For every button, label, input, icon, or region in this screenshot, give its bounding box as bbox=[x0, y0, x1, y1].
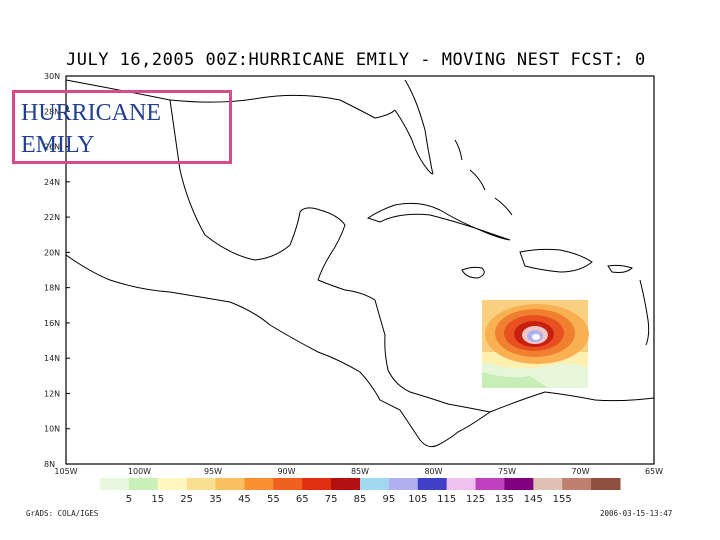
colorbar-swatch bbox=[244, 478, 274, 490]
colorbar-label: 135 bbox=[495, 494, 514, 505]
colorbar-label: 45 bbox=[238, 494, 251, 505]
colorbar-swatch bbox=[157, 478, 188, 490]
lat-tick-label: 26N bbox=[44, 143, 60, 152]
colorbar-label: 85 bbox=[354, 494, 367, 505]
colorbar-swatch bbox=[186, 478, 217, 490]
lat-tick-label: 24N bbox=[44, 178, 60, 187]
colorbar-label: 95 bbox=[383, 494, 396, 505]
colorbar-swatch bbox=[100, 478, 130, 490]
colorbar-swatch bbox=[562, 478, 592, 490]
footer-left: GrADS: COLA/IGES bbox=[26, 509, 99, 518]
lon-tick-label: 85W bbox=[351, 467, 369, 476]
lat-tick-label: 22N bbox=[44, 213, 60, 222]
longitude-ticks: 105W 100W 95W 90W 85W 80W 75W 70W 65W bbox=[54, 467, 663, 476]
colorbar-label: 125 bbox=[466, 494, 485, 505]
lat-tick-label: 20N bbox=[44, 248, 60, 257]
lat-tick-label: 8N bbox=[44, 460, 55, 469]
colorbar-label: 5 bbox=[126, 494, 132, 505]
colorbar-label: 35 bbox=[209, 494, 222, 505]
map-frame bbox=[65, 75, 655, 465]
colorbar-label: 25 bbox=[180, 494, 193, 505]
colorbar-swatch bbox=[388, 478, 419, 490]
storm-label-line1: HURRICANE bbox=[21, 100, 162, 126]
latitude-ticks: 30N 28N 26N 24N 22N 20N 18N 16N 14N 12N 10N 8N bbox=[44, 72, 70, 469]
lon-tick-label: 80W bbox=[424, 467, 442, 476]
storm-label-box: HURRICANE EMILY bbox=[12, 90, 232, 164]
colorbar-label: 105 bbox=[408, 494, 427, 505]
colorbar-label: 55 bbox=[267, 494, 280, 505]
lon-tick-label: 100W bbox=[128, 467, 151, 476]
colorbar-swatch bbox=[475, 478, 505, 490]
colorbar-label: 75 bbox=[325, 494, 338, 505]
colorbar-swatch bbox=[504, 478, 534, 490]
colorbar-swatch bbox=[533, 478, 563, 490]
lon-tick-label: 75W bbox=[498, 467, 516, 476]
colorbar-swatch bbox=[591, 478, 621, 490]
colorbar-swatch bbox=[446, 478, 477, 490]
lon-tick-label: 95W bbox=[204, 467, 222, 476]
lon-tick-label: 65W bbox=[645, 467, 663, 476]
lat-tick-label: 18N bbox=[44, 284, 60, 293]
colorbar-swatch bbox=[128, 478, 159, 490]
colorbar: 5 15 25 35 45 55 65 75 85 95 105 115 125 135 145 155 bbox=[100, 478, 621, 505]
colorbar-label: 15 bbox=[151, 494, 164, 505]
lat-tick-label: 28N bbox=[44, 107, 60, 116]
colorbar-swatch bbox=[215, 478, 245, 490]
colorbar-swatch bbox=[360, 478, 390, 490]
colorbar-swatch bbox=[302, 478, 332, 490]
lat-tick-label: 16N bbox=[44, 319, 60, 328]
colorbar-swatch bbox=[273, 478, 303, 490]
footer-right: 2006-03-15-13:47 bbox=[600, 509, 673, 518]
colorbar-swatch bbox=[417, 478, 448, 490]
lon-tick-label: 90W bbox=[277, 467, 295, 476]
lat-tick-label: 10N bbox=[44, 425, 60, 434]
lat-tick-label: 14N bbox=[44, 354, 60, 363]
colorbar-label: 115 bbox=[437, 494, 456, 505]
lon-tick-label: 105W bbox=[54, 467, 77, 476]
hurricane-wind-field bbox=[482, 300, 589, 388]
map-title: JULY 16,2005 00Z:HURRICANE EMILY - MOVIN… bbox=[66, 50, 646, 70]
colorbar-swatch bbox=[331, 478, 361, 490]
lon-tick-label: 70W bbox=[571, 467, 589, 476]
colorbar-label: 155 bbox=[553, 494, 572, 505]
colorbar-label: 145 bbox=[524, 494, 543, 505]
coastlines bbox=[65, 79, 655, 448]
colorbar-label: 65 bbox=[296, 494, 309, 505]
lat-tick-label: 30N bbox=[44, 72, 60, 81]
lat-tick-label: 12N bbox=[44, 389, 60, 398]
storm-label-line2: EMILY bbox=[21, 132, 95, 158]
